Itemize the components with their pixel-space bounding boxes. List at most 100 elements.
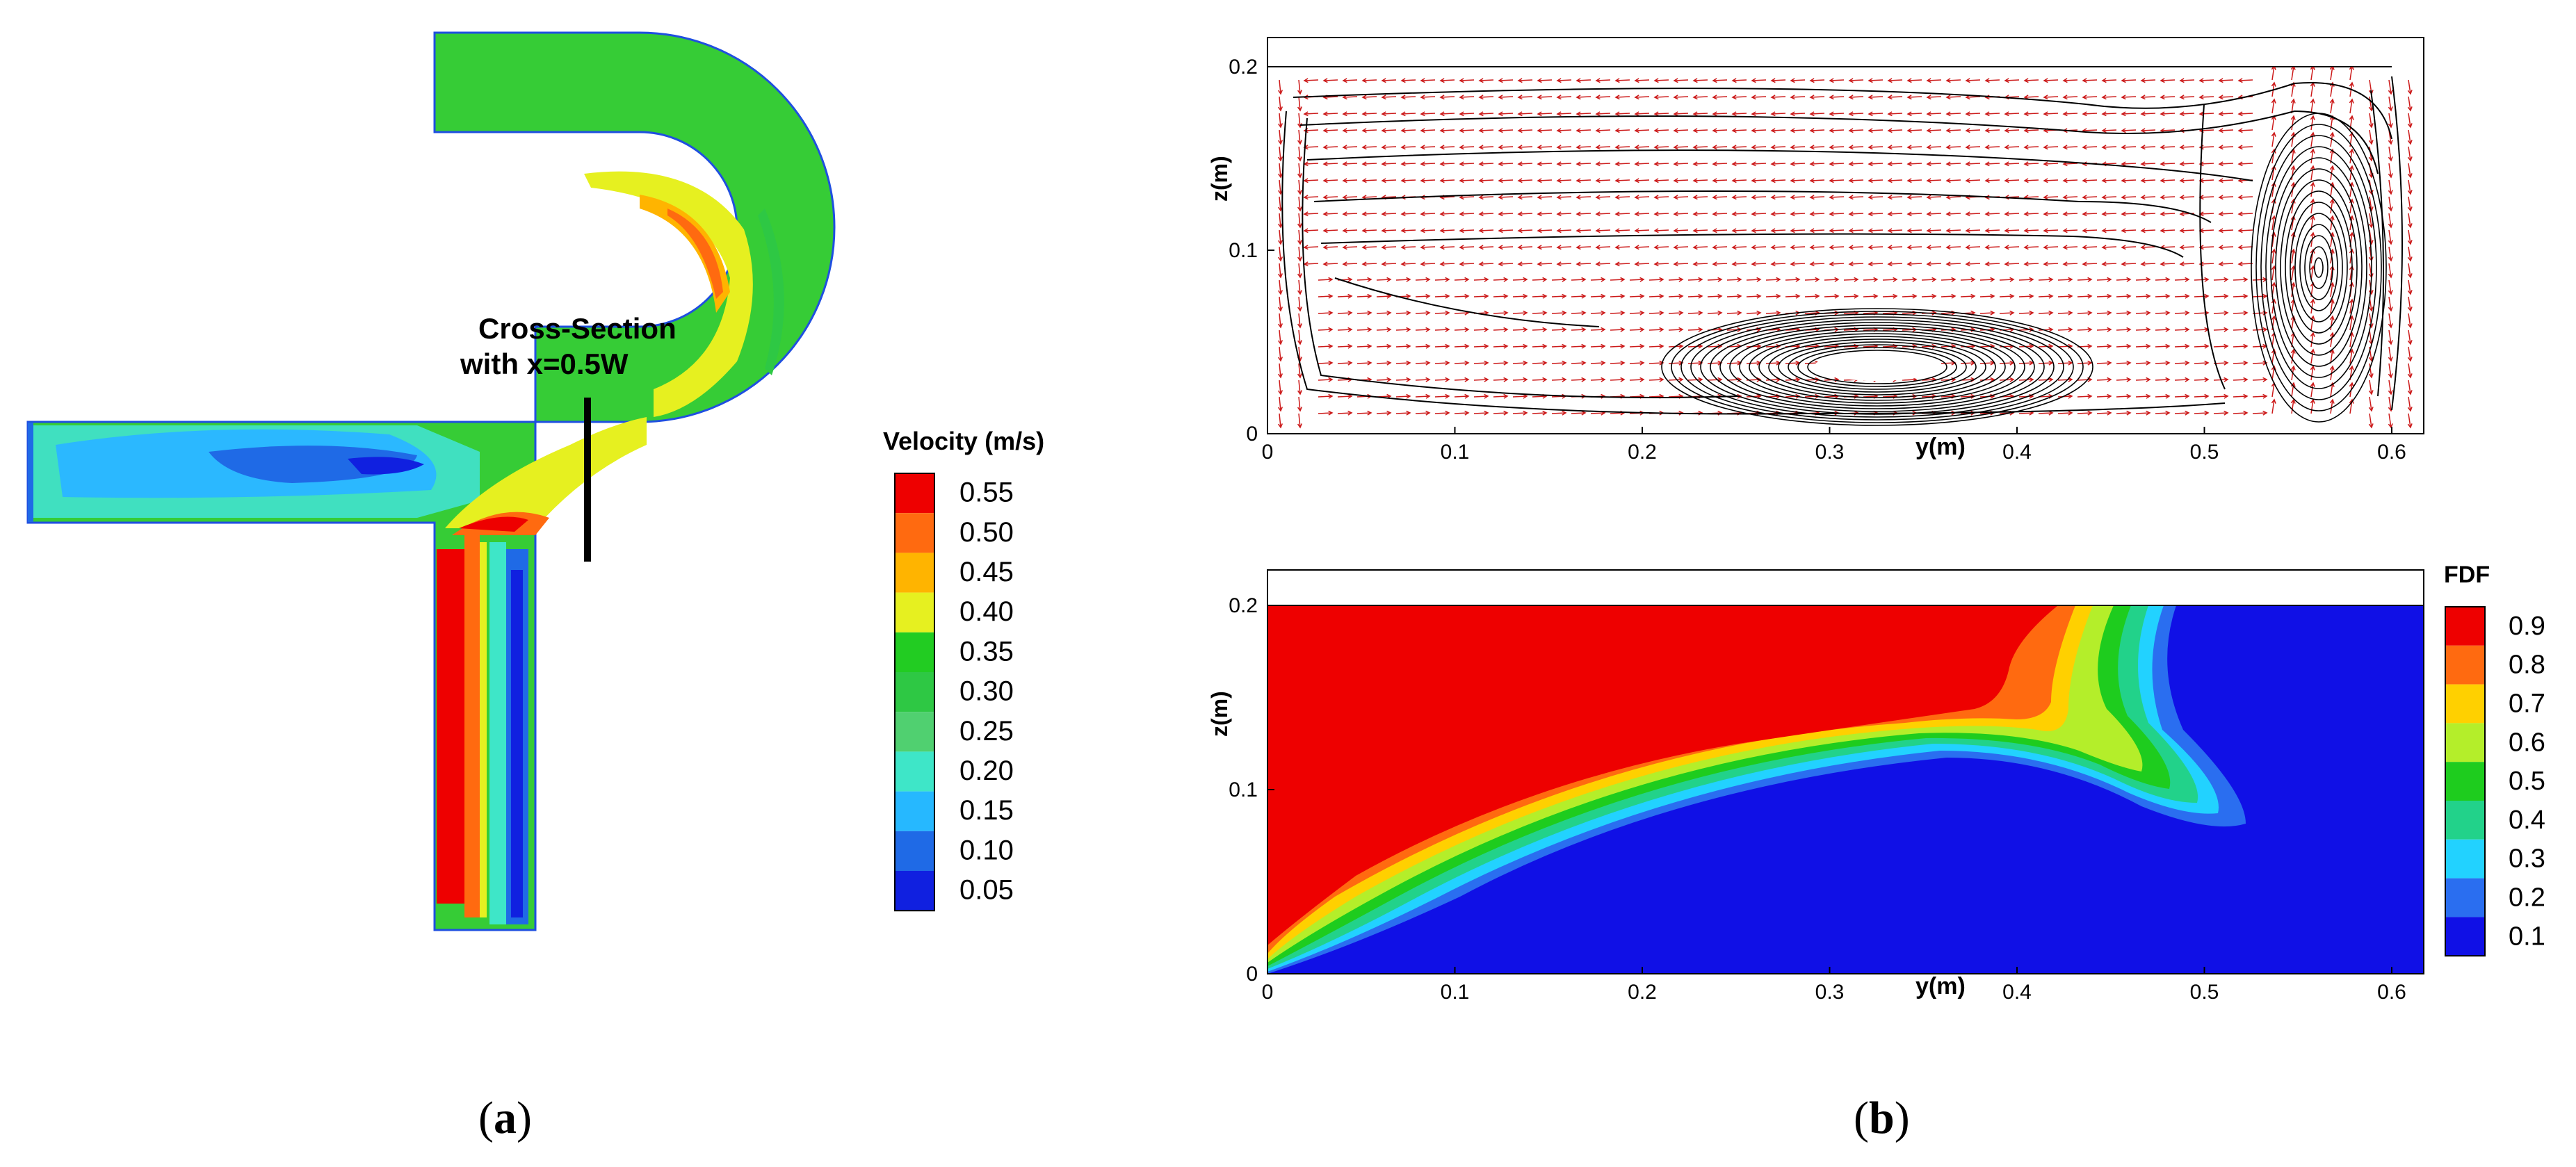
velocity-vector-head (1639, 293, 1645, 299)
velocity-vector-head (1634, 211, 1639, 217)
velocity-vector-head (2237, 111, 2243, 117)
velocity-vector-head (1790, 228, 1795, 234)
velocity-vector (1946, 263, 1961, 265)
velocity-vector (2310, 266, 2314, 281)
velocity-vector (1849, 113, 1864, 115)
velocity-vector-head (1581, 360, 1587, 366)
velocity-vector (2271, 249, 2275, 264)
velocity-vector (1810, 229, 1825, 231)
velocity-vector-head (1984, 211, 1990, 217)
velocity-vector (1279, 146, 1281, 161)
velocity-vector-head (1542, 360, 1548, 366)
velocity-vector (1882, 295, 1897, 297)
velocity-vector (2388, 196, 2392, 211)
velocity-vector-head (1386, 310, 1392, 316)
velocity-vector-head (1970, 327, 1976, 332)
velocity-vector-head (2368, 123, 2374, 129)
velocity-vector (2004, 229, 2020, 231)
velocity-vector-head (2107, 393, 2112, 399)
velocity-vector-head (2101, 78, 2107, 83)
velocity-vector (1843, 345, 1858, 348)
velocity-vector (1518, 213, 1533, 215)
velocity-vector (1318, 395, 1333, 398)
velocity-vector-head (1673, 195, 1678, 200)
velocity-vector (1362, 79, 1377, 81)
velocity-vector-head (1277, 357, 1283, 362)
velocity-vector-head (1445, 393, 1450, 399)
fdf-legend-level: 0.7 (2509, 689, 2545, 719)
velocity-vector (2043, 79, 2059, 81)
velocity-vector-head (1445, 293, 1450, 299)
velocity-vector (1674, 129, 1689, 131)
velocity-vector-head (1498, 261, 1503, 267)
velocity-vector-head (1439, 145, 1445, 150)
velocity-vector (2121, 263, 2137, 265)
velocity-vector (2388, 296, 2392, 311)
vortex-streamline (2304, 235, 2333, 300)
velocity-vector-head (1439, 211, 1445, 217)
velocity-vector (2038, 395, 2053, 398)
velocity-vector-head (2407, 90, 2413, 95)
velocity-vector-head (2165, 277, 2171, 282)
velocity-vector-head (1425, 393, 1431, 399)
velocity-vector-head (1614, 195, 1620, 200)
velocity-vector (1810, 113, 1825, 115)
velocity-vector-head (2062, 145, 2068, 150)
velocity-vector (1298, 246, 1301, 261)
velocity-vector (1493, 329, 1508, 331)
velocity-vector (2369, 413, 2372, 428)
velocity-vector-head (1464, 343, 1470, 349)
velocity-vector-head (2140, 128, 2146, 133)
velocity-vector-head (1751, 111, 1756, 117)
velocity-vector-head (2004, 78, 2009, 83)
velocity-vector (1966, 129, 1981, 131)
velocity-vector (2194, 395, 2209, 398)
velocity-legend-level: 0.30 (959, 676, 1014, 707)
velocity-vector (1966, 179, 1981, 181)
velocity-vector-head (1639, 343, 1645, 349)
velocity-vector (1532, 395, 1547, 398)
panel-b-bottom-fdf-plot: 0 0.1 0.2 0.3 0.4 0.5 0.600.10.2 y(m) z(m) FDF… (1207, 562, 2545, 1004)
velocity-vector (1304, 213, 1319, 215)
velocity-vector (1635, 179, 1650, 181)
velocity-vector-head (2237, 245, 2243, 250)
velocity-vector-head (1829, 145, 1834, 150)
velocity-vector-head (2082, 78, 2087, 83)
velocity-vector (1537, 229, 1553, 231)
velocity-vector (1693, 229, 1708, 231)
velocity-vector-head (1464, 377, 1470, 382)
velocity-vector (1732, 179, 1747, 181)
velocity-vector-head (2310, 248, 2315, 254)
velocity-vector-head (2101, 261, 2107, 267)
velocity-vector-head (2204, 293, 2210, 299)
velocity-vector (2369, 96, 2372, 111)
velocity-vector (2063, 113, 2078, 115)
velocity-vector (1337, 412, 1352, 414)
velocity-vector-head (1653, 261, 1659, 267)
velocity-vector (1415, 329, 1430, 331)
velocity-vector (2194, 362, 2209, 364)
velocity-vector-head (1303, 195, 1309, 200)
velocity-vector (1557, 129, 1572, 131)
velocity-vector (1498, 129, 1514, 131)
velocity-vector-head (2082, 228, 2087, 234)
velocity-vector-head (2329, 365, 2335, 370)
velocity-vector (1576, 79, 1591, 81)
velocity-vector-head (2407, 357, 2413, 362)
velocity-vector (1401, 163, 1416, 165)
velocity-vector-head (1406, 410, 1411, 416)
velocity-vector-head (1868, 161, 1873, 167)
velocity-vector-head (1575, 128, 1581, 133)
velocity-vector (1596, 229, 1611, 231)
velocity-vector (1454, 329, 1469, 331)
velocity-vector-head (1556, 95, 1562, 100)
velocity-vector (2369, 396, 2372, 411)
velocity-vector (2038, 279, 2053, 281)
velocity-vector (1459, 113, 1475, 115)
velocity-vector (1298, 279, 1301, 295)
velocity-vector (1440, 213, 1455, 215)
velocity-vector (1454, 279, 1469, 281)
velocity-vector-head (1692, 111, 1698, 117)
velocity-vector-head (1381, 111, 1386, 117)
velocity-vector-head (1868, 195, 1873, 200)
